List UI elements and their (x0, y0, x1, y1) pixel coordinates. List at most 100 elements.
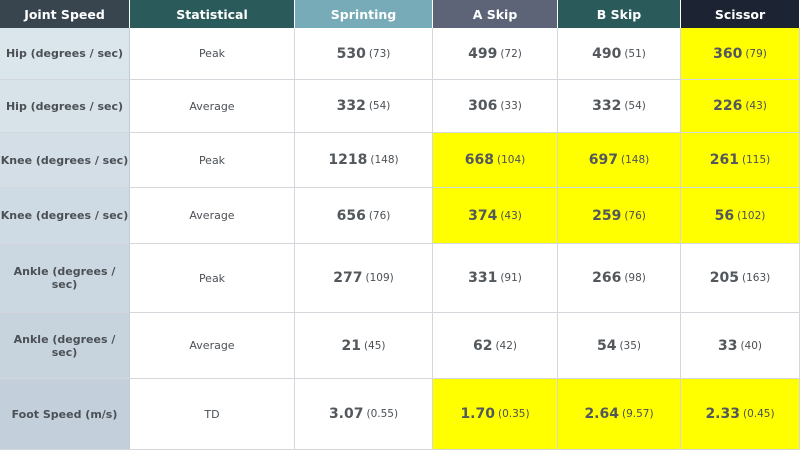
mean-value: 3.07 (328, 406, 364, 422)
mean-value: 656 (336, 207, 366, 224)
mean-value: 306 (468, 98, 498, 114)
mean-value: 668 (464, 152, 494, 168)
mean-value: 261 (709, 152, 739, 168)
value-cell: 2.64 (9.57) (558, 379, 681, 450)
mean-value: 62 (472, 337, 493, 354)
row-label: Knee (degrees / sec) (0, 188, 130, 244)
std-dev-value: (42) (495, 339, 518, 352)
value-cell: 332 (54) (295, 80, 433, 133)
column-header: Joint Speed (0, 0, 130, 28)
value-cell: 530 (73) (295, 28, 433, 80)
std-dev-value: (73) (368, 47, 391, 60)
std-dev-value: (148) (370, 154, 399, 166)
value-cell: 332 (54) (558, 80, 681, 133)
std-dev-value: (51) (624, 47, 646, 60)
statistic-label: Average (130, 188, 295, 244)
mean-value: 331 (468, 270, 498, 286)
column-header: Scissor (681, 0, 800, 28)
row-label: Ankle (degrees / sec) (0, 313, 130, 379)
value-cell: 668 (104) (433, 133, 558, 188)
mean-value: 332 (336, 98, 366, 114)
value-cell: 21 (45) (295, 313, 433, 379)
mean-value: 332 (592, 98, 622, 114)
value-cell: 277 (109) (295, 244, 433, 313)
std-dev-value: (33) (500, 100, 522, 112)
std-dev-value: (43) (745, 100, 767, 112)
value-cell: 205 (163) (681, 244, 800, 313)
mean-value: 205 (709, 270, 739, 286)
std-dev-value: (104) (497, 154, 526, 166)
std-dev-value: (79) (745, 47, 767, 60)
std-dev-value: (0.45) (742, 408, 775, 420)
row-label: Knee (degrees / sec) (0, 133, 130, 188)
value-cell: 374 (43) (433, 188, 558, 244)
mean-value: 490 (592, 45, 622, 62)
mean-value: 266 (592, 270, 622, 286)
std-dev-value: (45) (363, 339, 386, 352)
column-header: A Skip (433, 0, 558, 28)
std-dev-value: (54) (624, 100, 646, 112)
value-cell: 656 (76) (295, 188, 433, 244)
statistic-label: Peak (130, 28, 295, 80)
row-label: Foot Speed (m/s) (0, 379, 130, 450)
value-cell: 499 (72) (433, 28, 558, 80)
mean-value: 2.64 (584, 406, 619, 422)
column-header: B Skip (558, 0, 681, 28)
std-dev-value: (40) (740, 339, 763, 352)
std-dev-value: (43) (500, 209, 522, 222)
mean-value: 374 (468, 207, 498, 224)
mean-value: 56 (714, 207, 735, 224)
value-cell: 261 (115) (681, 133, 800, 188)
value-cell: 331 (91) (433, 244, 558, 313)
std-dev-value: (163) (742, 272, 771, 284)
std-dev-value: (91) (500, 272, 522, 284)
value-cell: 62 (42) (433, 313, 558, 379)
value-cell: 490 (51) (558, 28, 681, 80)
value-cell: 266 (98) (558, 244, 681, 313)
value-cell: 1.70 (0.35) (433, 379, 558, 450)
mean-value: 2.33 (705, 406, 740, 422)
std-dev-value: (9.57) (621, 408, 654, 420)
mean-value: 360 (713, 45, 743, 62)
std-dev-value: (148) (621, 154, 650, 166)
std-dev-value: (54) (368, 100, 391, 112)
value-cell: 3.07 (0.55) (295, 379, 433, 450)
column-header: Statistical (130, 0, 295, 28)
statistic-label: TD (130, 379, 295, 450)
mean-value: 530 (336, 45, 366, 62)
mean-value: 259 (592, 207, 622, 224)
value-cell: 56 (102) (681, 188, 800, 244)
value-cell: 2.33 (0.45) (681, 379, 800, 450)
value-cell: 1218 (148) (295, 133, 433, 188)
std-dev-value: (98) (624, 272, 646, 284)
value-cell: 259 (76) (558, 188, 681, 244)
value-cell: 697 (148) (558, 133, 681, 188)
mean-value: 1.70 (460, 406, 495, 422)
mean-value: 499 (468, 45, 498, 62)
statistic-label: Peak (130, 244, 295, 313)
std-dev-value: (115) (742, 154, 771, 166)
mean-value: 33 (717, 337, 738, 354)
value-cell: 226 (43) (681, 80, 800, 133)
std-dev-value: (72) (500, 47, 522, 60)
std-dev-value: (76) (624, 209, 646, 222)
column-header: Sprinting (295, 0, 433, 28)
mean-value: 1218 (328, 152, 368, 168)
mean-value: 21 (341, 337, 361, 354)
std-dev-value: (0.35) (497, 408, 530, 420)
std-dev-value: (76) (368, 209, 391, 222)
value-cell: 54 (35) (558, 313, 681, 379)
mean-value: 54 (596, 337, 617, 354)
std-dev-value: (0.55) (366, 408, 399, 420)
std-dev-value: (109) (365, 272, 394, 284)
statistic-label: Average (130, 313, 295, 379)
value-cell: 306 (33) (433, 80, 558, 133)
row-label: Ankle (degrees / sec) (0, 244, 130, 313)
mean-value: 277 (333, 270, 363, 286)
mean-value: 697 (588, 152, 618, 168)
row-label: Hip (degrees / sec) (0, 28, 130, 80)
row-label: Hip (degrees / sec) (0, 80, 130, 133)
statistic-label: Peak (130, 133, 295, 188)
value-cell: 33 (40) (681, 313, 800, 379)
